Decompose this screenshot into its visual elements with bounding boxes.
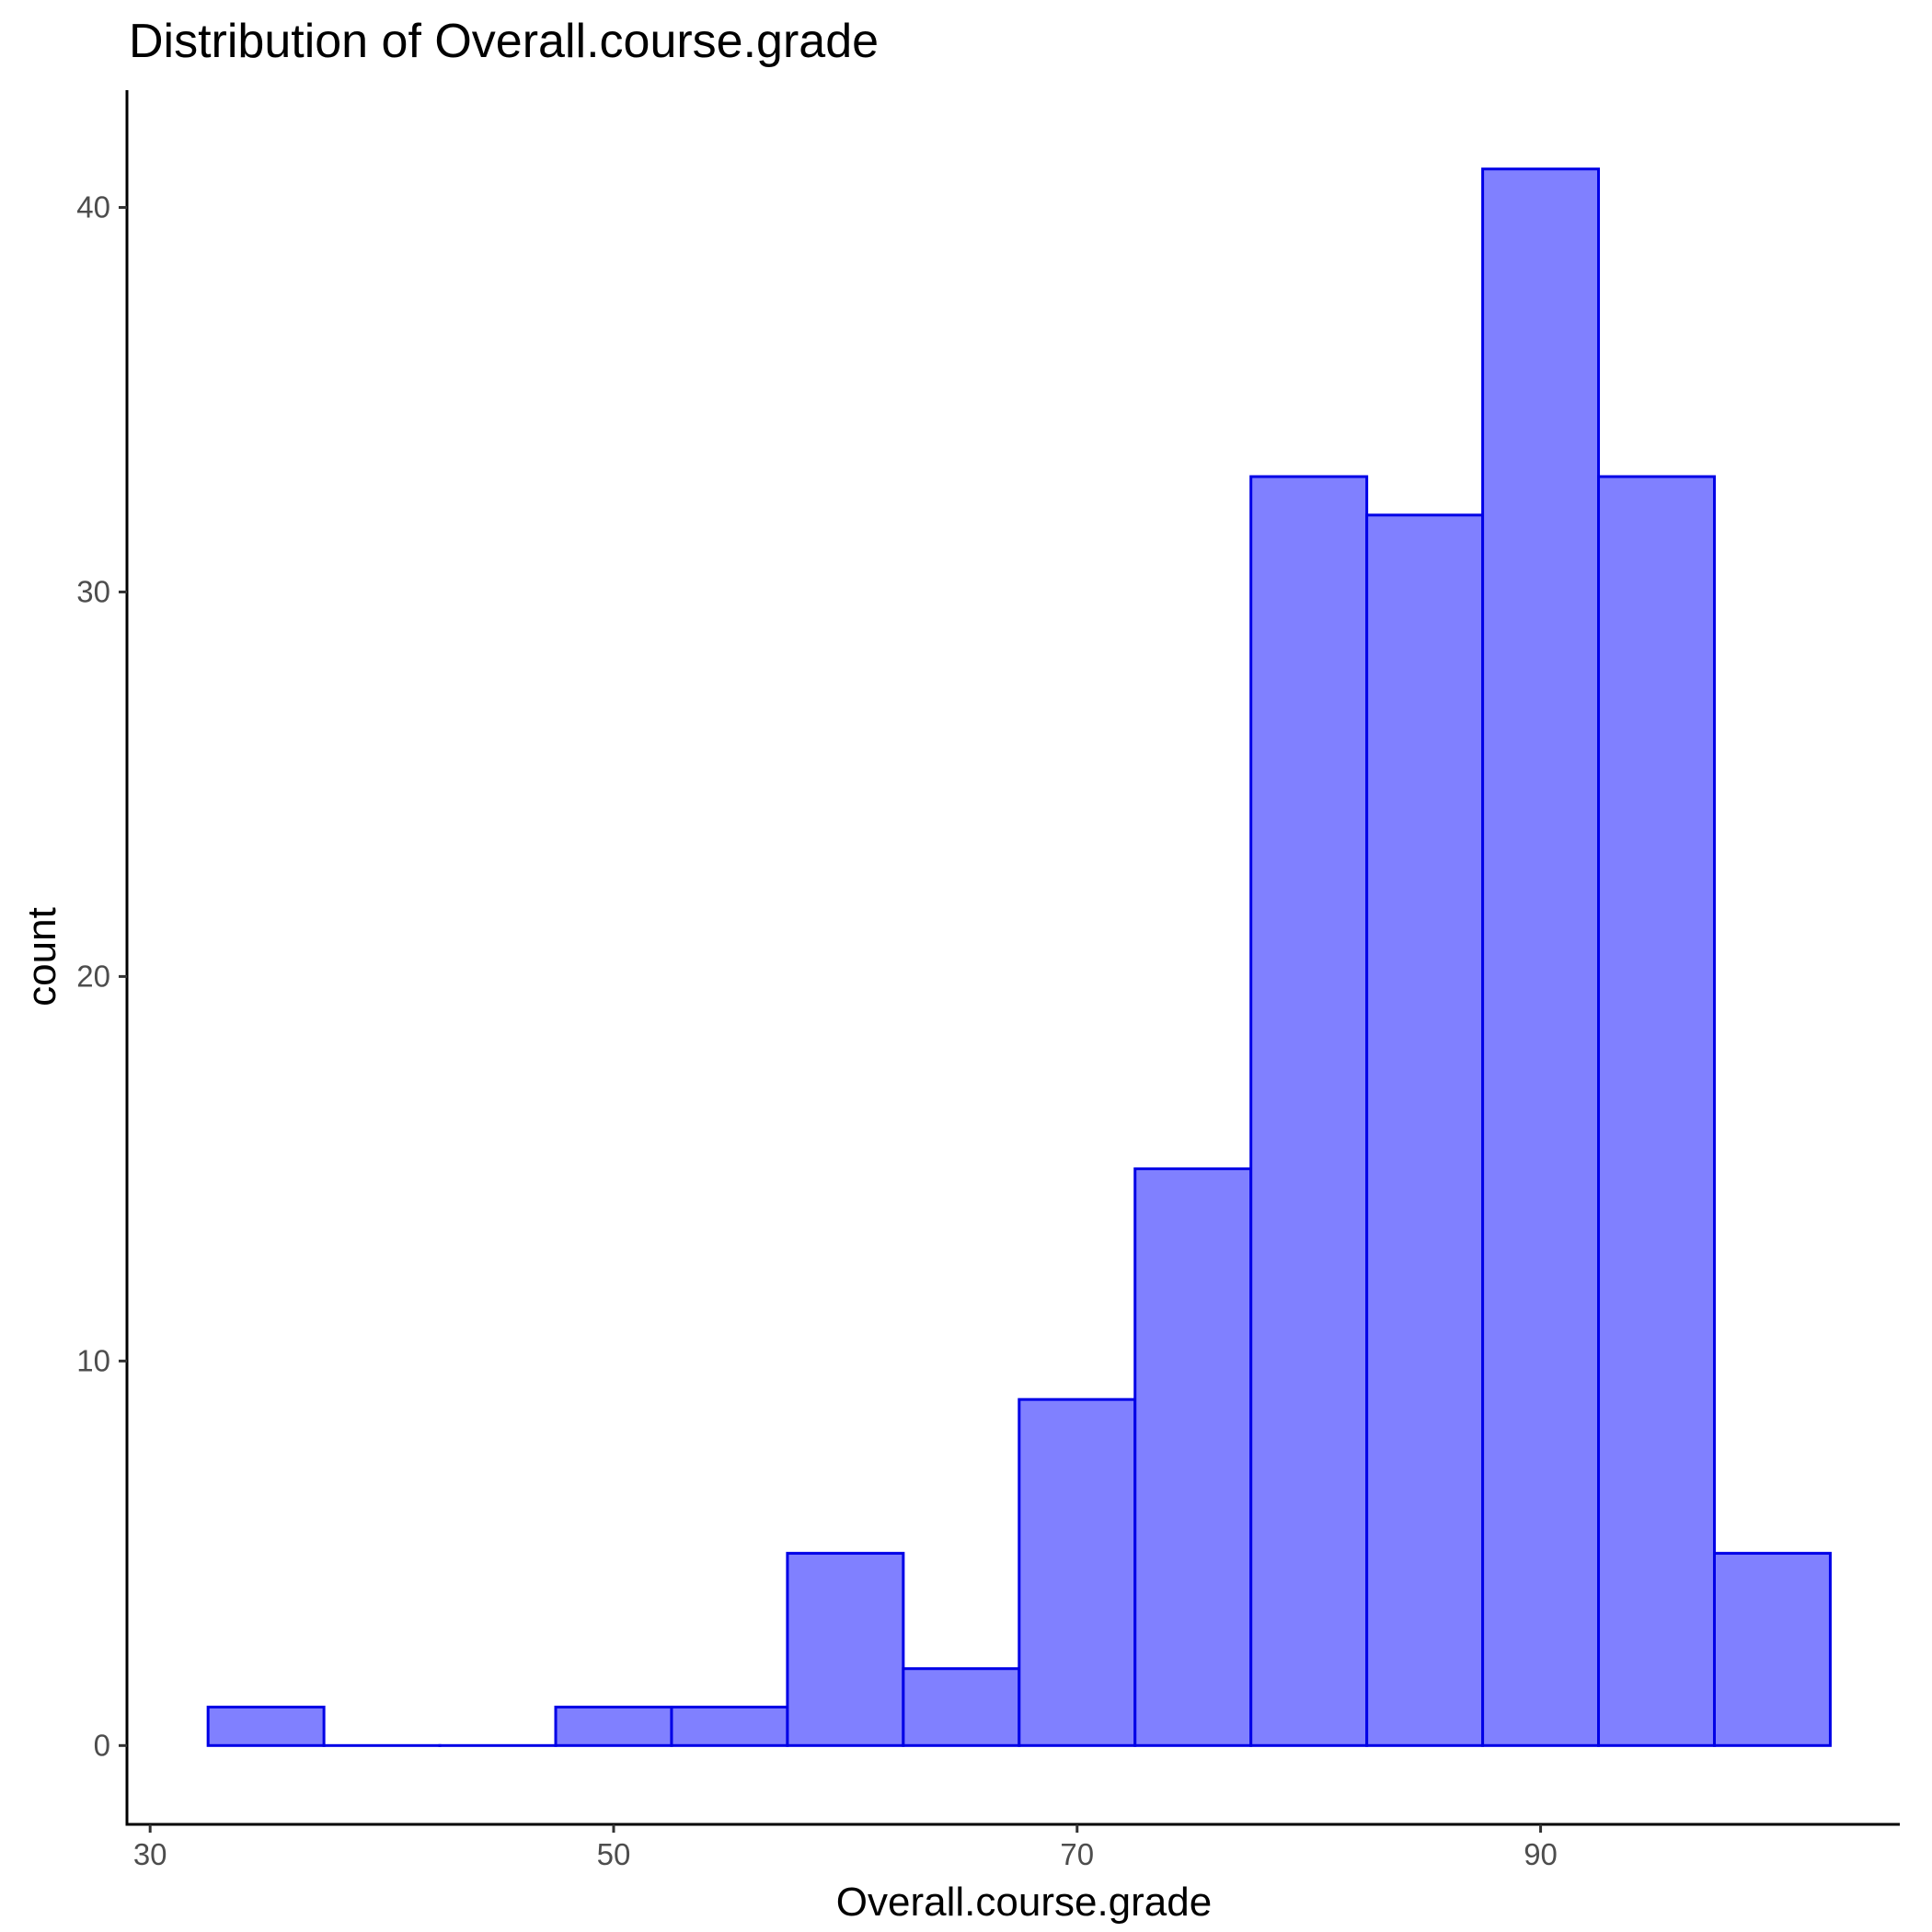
histogram-bar-13 <box>1712 1551 1832 1747</box>
x-tick-label: 90 <box>1524 1837 1558 1871</box>
y-axis-title: count <box>19 907 64 1006</box>
y-tick-label: 30 <box>76 574 110 608</box>
histogram-bar-9 <box>1249 475 1369 1747</box>
y-ticks-group: 0 10 20 30 40 <box>76 190 127 1762</box>
y-tick-label: 0 <box>94 1728 110 1762</box>
histogram-bar-5 <box>786 1551 905 1747</box>
histogram-bar-0 <box>206 1706 326 1747</box>
x-tick-label: 70 <box>1060 1837 1094 1871</box>
y-tick-label: 40 <box>76 190 110 224</box>
x-tick-label: 30 <box>133 1837 167 1871</box>
histogram-bar-11 <box>1481 167 1601 1747</box>
y-tick-label: 10 <box>76 1343 110 1377</box>
histogram-bar-6 <box>902 1667 1021 1747</box>
histogram-bar-7 <box>1018 1397 1137 1747</box>
chart-title: Distribution of Overall.course.grade <box>129 15 879 68</box>
x-ticks-group: 30 50 70 90 <box>133 1824 1558 1871</box>
y-tick-label: 20 <box>76 959 110 993</box>
histogram-bar-3 <box>554 1706 673 1747</box>
histogram-bar-12 <box>1597 475 1716 1747</box>
histogram-bar-10 <box>1365 513 1485 1747</box>
histogram-bar-8 <box>1133 1167 1253 1747</box>
x-axis-title: Overall.course.grade <box>836 1880 1212 1925</box>
x-tick-label: 50 <box>597 1837 631 1871</box>
bars-group <box>206 167 1832 1747</box>
histogram-bar-4 <box>670 1706 789 1747</box>
